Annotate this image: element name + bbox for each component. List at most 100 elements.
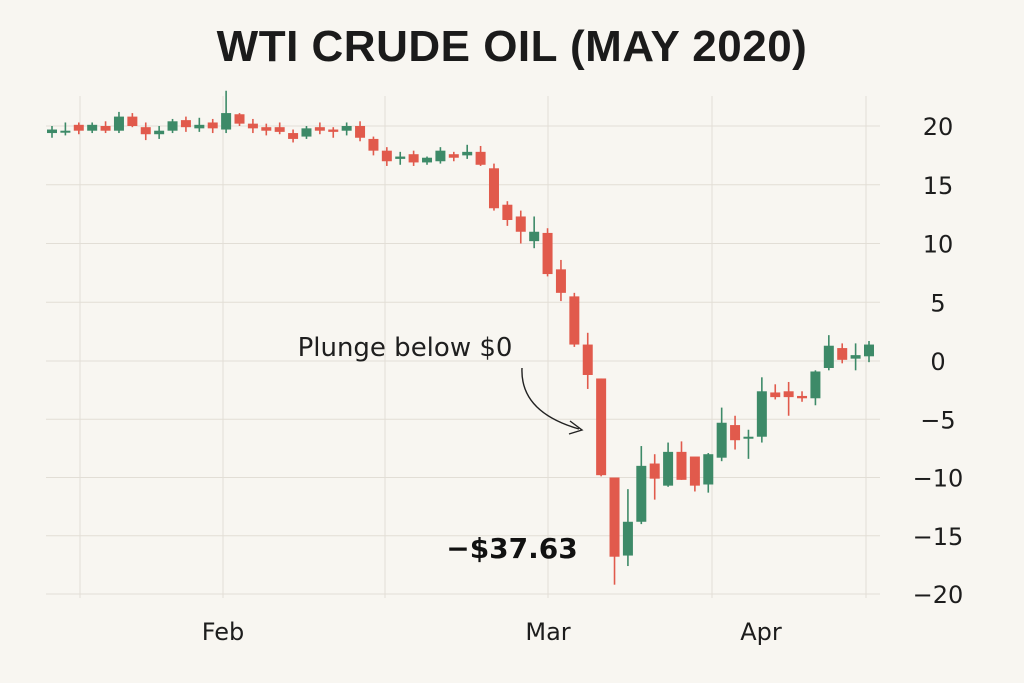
annotation-arrow [521, 367, 580, 430]
y-tick-label: 0 [930, 348, 945, 376]
candles [47, 90, 874, 585]
candle-body [73, 124, 84, 131]
candle [73, 122, 84, 135]
candle [127, 113, 138, 128]
candle [609, 477, 620, 585]
y-tick-label: 5 [930, 289, 945, 317]
candle-body [408, 154, 419, 163]
candle [234, 113, 245, 126]
candle [743, 429, 754, 459]
candle [207, 118, 218, 134]
candle [716, 407, 727, 462]
candle-body [730, 425, 741, 441]
candle-body [194, 124, 205, 129]
candle [247, 118, 258, 134]
candle [381, 147, 392, 166]
candle-body [756, 391, 767, 437]
candle-body [234, 114, 245, 124]
candle-body [422, 157, 433, 163]
candle-body [649, 463, 660, 479]
candle-body [636, 465, 647, 522]
candle [314, 122, 325, 135]
y-tick-label: −15 [913, 523, 964, 551]
y-tick-label: −5 [920, 406, 955, 434]
candle-body [542, 232, 553, 275]
candle [328, 127, 339, 138]
candle [515, 210, 526, 244]
candle-body [395, 156, 406, 159]
candle-body [180, 120, 191, 128]
candle [301, 126, 312, 139]
candle-body [274, 127, 285, 132]
candle [154, 126, 165, 139]
y-tick-label: −20 [913, 581, 964, 609]
candle-body [314, 127, 325, 131]
x-axis-ticks: Feb Mar Apr [202, 618, 782, 646]
x-tick-label: Feb [202, 618, 245, 646]
candle [368, 136, 379, 156]
candle-body [676, 451, 687, 480]
grid-lines [46, 96, 880, 598]
candle [448, 151, 459, 162]
candle [395, 151, 406, 165]
candle-body [716, 422, 727, 458]
candle [408, 150, 419, 166]
candle-body [596, 378, 607, 476]
candle [194, 117, 205, 132]
candle-body [529, 231, 540, 242]
candle [756, 377, 767, 443]
candle-body [381, 150, 392, 162]
candle [341, 122, 352, 136]
candle-body [355, 126, 366, 138]
candle-body [864, 344, 874, 357]
candle [529, 216, 540, 249]
candle [355, 121, 366, 142]
candle-body [475, 151, 486, 165]
annotations: Plunge below $0 −$37.63 [298, 333, 584, 565]
candle [837, 343, 848, 364]
annotation-low-price: −$37.63 [446, 532, 578, 565]
candle-body [247, 123, 258, 129]
candle [689, 456, 700, 492]
candle [167, 118, 178, 134]
candle [810, 370, 821, 406]
candle [502, 201, 513, 226]
candle [140, 122, 151, 141]
candle-body [113, 116, 124, 131]
candle [582, 332, 593, 389]
candle [649, 454, 660, 500]
candle [113, 111, 124, 134]
candle [596, 378, 607, 477]
candle [100, 121, 111, 134]
candle-body [435, 150, 446, 162]
candle [261, 123, 272, 136]
candle [555, 259, 566, 302]
candle-body [850, 355, 861, 359]
candle-body [140, 127, 151, 135]
candle-body [743, 436, 754, 439]
candle [288, 129, 299, 143]
candle [542, 228, 553, 277]
y-tick-label: −10 [913, 465, 964, 493]
annotation-plunge: Plunge below $0 [298, 333, 513, 363]
candle-body [502, 204, 513, 220]
candle-body [689, 456, 700, 486]
y-axis-ticks: 20 15 10 5 0 −5 −10 −15 −20 [913, 113, 964, 609]
candle [221, 90, 232, 134]
candle-body [582, 344, 593, 375]
candle-body [221, 113, 232, 130]
candle-body [341, 126, 352, 131]
candle-body [515, 216, 526, 232]
candle-body [609, 477, 620, 557]
chart-title: WTI CRUDE OIL (MAY 2020) [216, 22, 808, 71]
candle [703, 453, 714, 493]
candle-body [462, 151, 473, 156]
candle-body [797, 395, 808, 399]
candle [87, 122, 98, 134]
candle-body [622, 521, 633, 556]
candle-body [207, 122, 218, 129]
candle [864, 341, 874, 363]
candle-body [448, 154, 459, 158]
candle-body [47, 129, 57, 134]
candle-body [154, 130, 165, 135]
